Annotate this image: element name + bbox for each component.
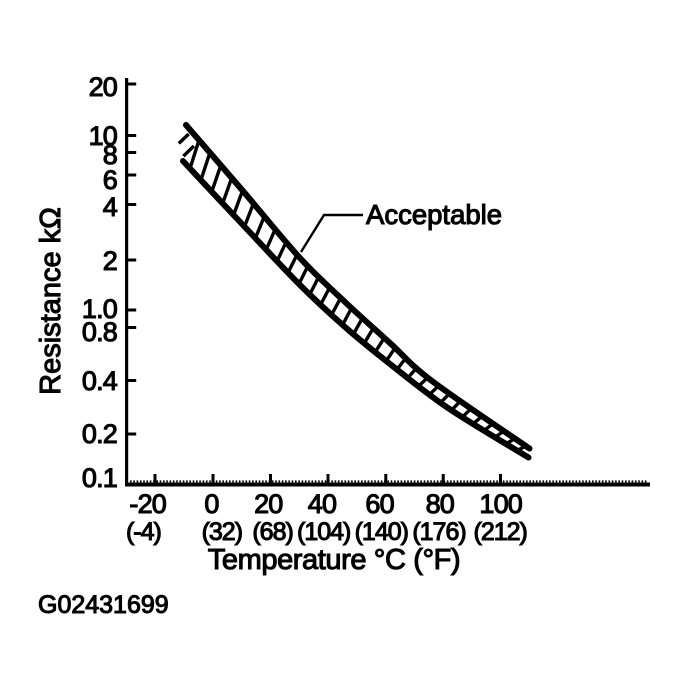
svg-text:8: 8: [103, 140, 117, 170]
svg-text:Acceptable: Acceptable: [366, 199, 502, 230]
svg-text:100: 100: [479, 489, 522, 519]
svg-text:0.2: 0.2: [82, 419, 117, 449]
svg-text:Resistance kΩ: Resistance kΩ: [35, 207, 67, 395]
svg-text:-20: -20: [129, 489, 166, 519]
svg-text:6: 6: [103, 165, 117, 195]
svg-text:40: 40: [308, 489, 336, 519]
svg-text:0.8: 0.8: [82, 317, 117, 347]
svg-text:(140): (140): [355, 518, 408, 546]
svg-text:20: 20: [254, 489, 282, 519]
svg-text:0: 0: [204, 489, 218, 519]
svg-text:(176): (176): [412, 518, 465, 546]
svg-text:(104): (104): [297, 518, 350, 546]
svg-text:0.4: 0.4: [82, 366, 118, 396]
svg-text:0.1: 0.1: [82, 463, 117, 493]
svg-text:10: 10: [89, 121, 117, 151]
svg-text:(32): (32): [202, 518, 242, 546]
svg-text:60: 60: [365, 489, 393, 519]
svg-text:1.0: 1.0: [82, 294, 117, 324]
svg-text:2: 2: [103, 246, 117, 276]
svg-text:(-4): (-4): [126, 518, 161, 546]
svg-text:4: 4: [103, 192, 118, 222]
svg-text:(68): (68): [252, 518, 292, 546]
svg-text:20: 20: [89, 72, 117, 102]
svg-text:80: 80: [426, 489, 454, 519]
svg-text:Temperature °C (°F): Temperature °C (°F): [208, 544, 460, 576]
svg-text:(212): (212): [474, 518, 527, 546]
svg-text:G02431699: G02431699: [38, 591, 169, 619]
